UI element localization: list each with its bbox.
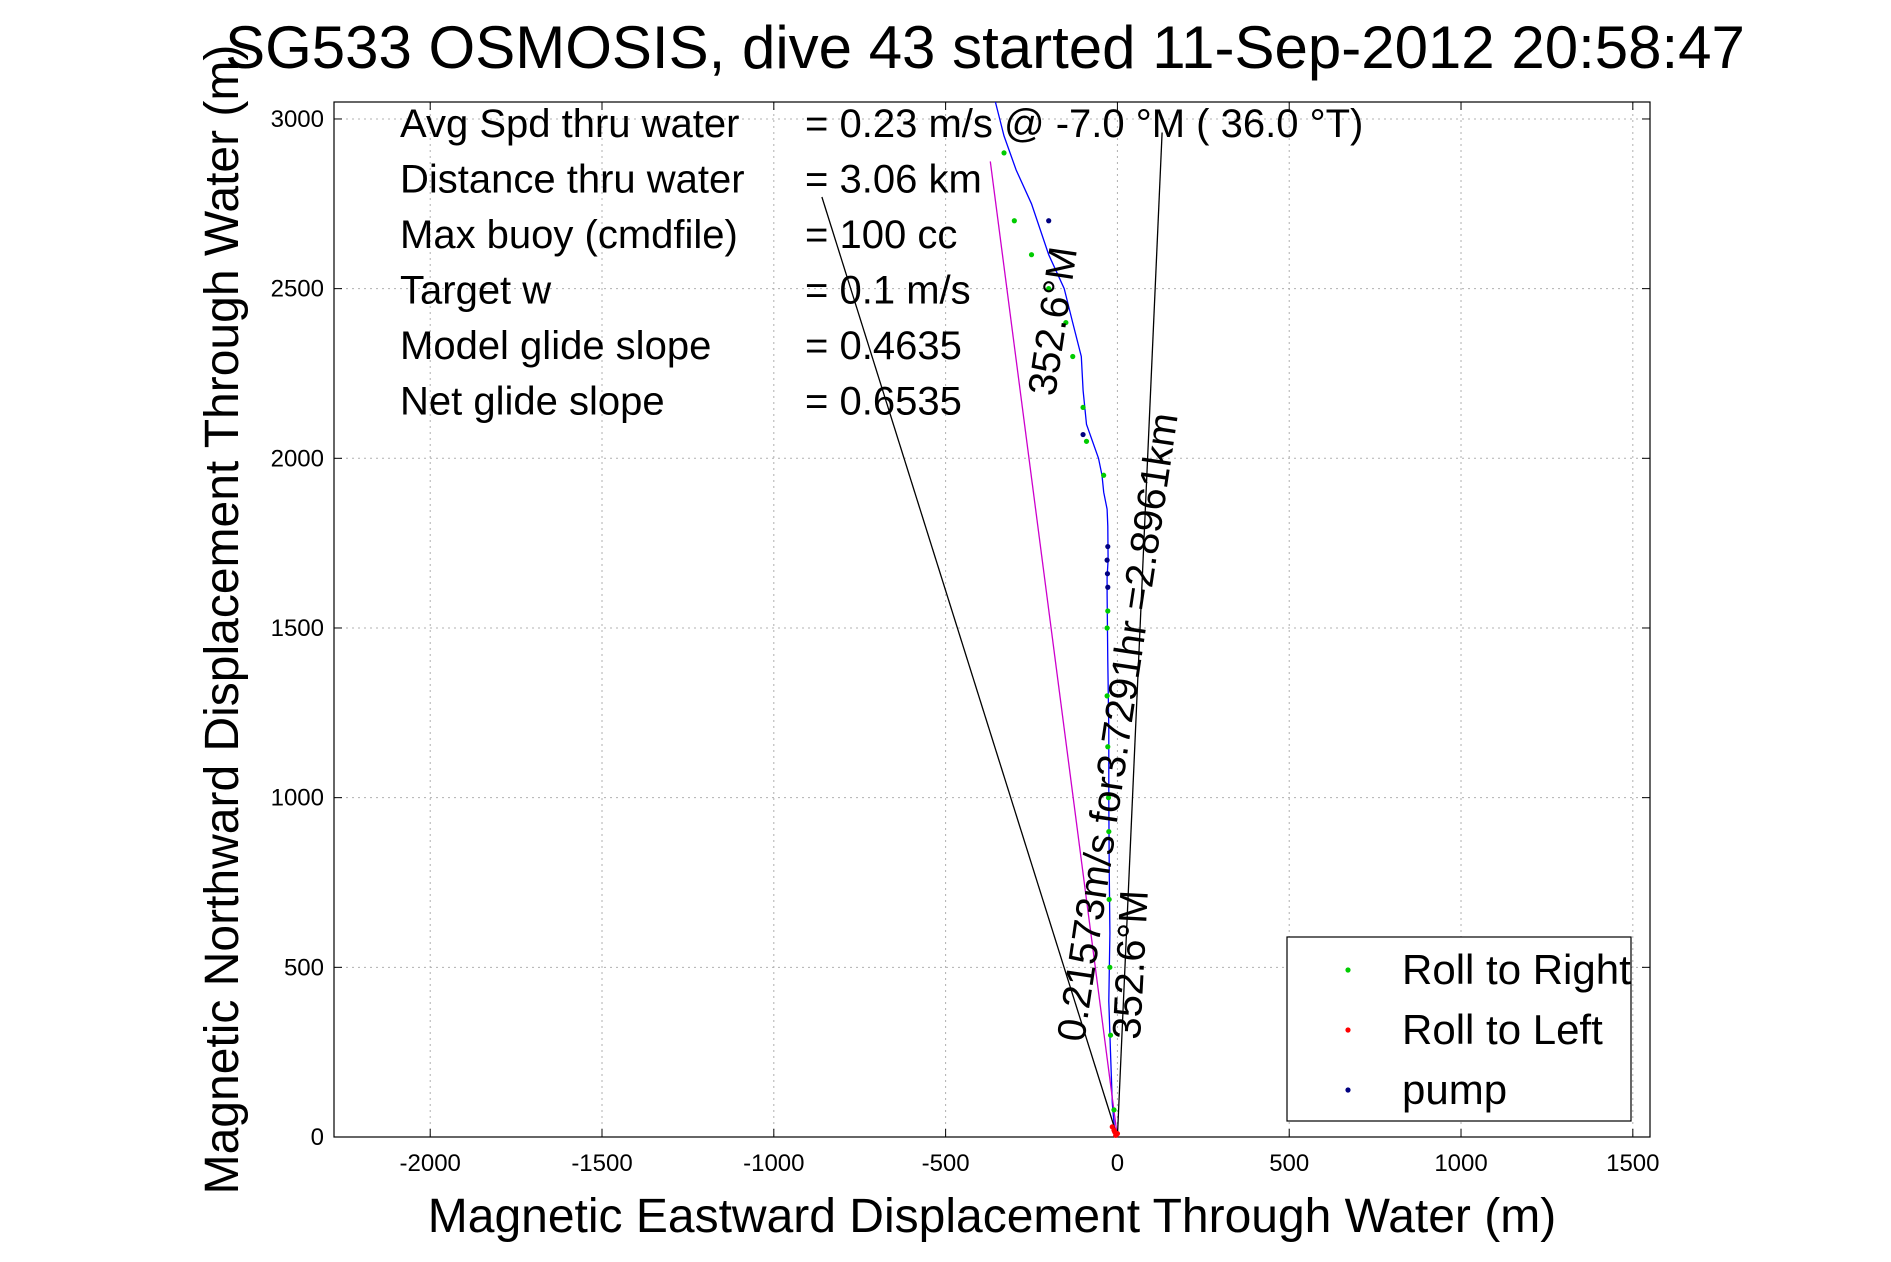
legend-entry-pump-label: pump	[1402, 1066, 1507, 1113]
x-tick-label: 500	[1269, 1150, 1309, 1177]
annotation-value: = 0.6535	[805, 380, 962, 424]
legend: Roll to Right Roll to Left pump	[1286, 936, 1632, 1122]
speed-vector-line	[989, 161, 1119, 1138]
roll-left-point	[1112, 1129, 1118, 1135]
y-tick-label: 1500	[271, 615, 324, 642]
annotation-label: Model glide slope	[400, 324, 711, 368]
chart-title: SG533 OSMOSIS, dive 43 started 11-Sep-20…	[225, 14, 1745, 81]
y-tick-label: 2500	[271, 276, 324, 303]
y-tick-label: 3000	[271, 106, 324, 133]
pump-point	[1104, 571, 1111, 577]
annotation-value: = 0.1 m/s	[805, 269, 971, 313]
x-axis-label: Magnetic Eastward Displacement Through W…	[428, 1190, 1556, 1243]
plot-area	[333, 101, 1651, 1138]
heading-wedge-left-line	[821, 196, 1119, 1138]
x-tick-label: -500	[922, 1150, 970, 1177]
annotation-label: Target w	[400, 269, 551, 313]
legend-box	[1286, 936, 1632, 1122]
y-tick-label: 500	[284, 954, 324, 981]
roll-right-point	[1070, 353, 1076, 360]
heading-wedge-right-line	[1116, 132, 1163, 1138]
roll-right-point	[1111, 1107, 1117, 1113]
heading-label-lower: 352.6°M	[1105, 889, 1157, 1041]
track-labels: 0.21573m/s for3.7291hr =2.8961km352.6°M3…	[1020, 244, 1186, 1044]
legend-entry-roll-left-label: Roll to Left	[1402, 1006, 1603, 1053]
roll-right-point	[1063, 319, 1069, 326]
pump-point	[1105, 584, 1111, 590]
legend-entry-roll-right-marker	[1345, 967, 1351, 973]
legend-entry-roll-right-label: Roll to Right	[1402, 946, 1631, 993]
pump-point	[1046, 218, 1052, 224]
legend-entry-roll-left-marker	[1345, 1027, 1351, 1033]
roll-right-point	[1107, 1032, 1114, 1038]
roll-right-point	[1104, 625, 1110, 631]
x-tick-label: -1500	[571, 1150, 632, 1177]
pump-point	[1104, 557, 1110, 563]
roll-left-point	[1109, 1124, 1115, 1130]
roll-right-point	[1101, 472, 1107, 478]
pump-point	[1105, 543, 1111, 550]
roll-right-point	[1104, 693, 1110, 699]
roll-right-point	[1046, 286, 1052, 292]
roll-right-point	[1105, 744, 1111, 750]
pump-point	[1080, 431, 1086, 438]
y-tick-label: 1000	[271, 785, 324, 812]
roll-right-point	[1105, 608, 1111, 614]
y-axis-label: Magnetic Northward Displacement Through …	[196, 45, 249, 1195]
y-tick-label: 2000	[271, 445, 324, 472]
roll-right-point	[1106, 896, 1112, 903]
x-tick-label: 0	[1111, 1150, 1124, 1177]
y-axis-ticks: 0 500 1000 1500 2000 2500 3000	[271, 106, 1650, 1151]
x-tick-label: 1500	[1606, 1150, 1659, 1177]
annotation-label: Distance thru water	[400, 158, 745, 202]
roll-right-point	[1083, 438, 1090, 444]
heading-label-upper: 352.6°M	[1020, 244, 1086, 398]
roll-right-point	[1080, 404, 1086, 411]
roll-right-point	[1105, 795, 1112, 801]
annotation-label: Net glide slope	[400, 380, 665, 424]
roll-right-point	[1107, 964, 1113, 970]
annotation-label: Max buoy (cmdfile)	[400, 213, 738, 257]
annotation-value: = 0.4635	[805, 324, 962, 368]
roll-right-point	[1011, 218, 1017, 224]
annotation-block: Avg Spd thru water = 0.23 m/s @ -7.0 °M (…	[400, 102, 1363, 424]
x-tick-label: -1000	[743, 1150, 804, 1177]
y-tick-label: 0	[311, 1124, 324, 1151]
legend-entry-pump-marker	[1345, 1087, 1351, 1093]
roll-right-point	[1028, 252, 1035, 258]
annotation-label: Avg Spd thru water	[400, 102, 739, 146]
x-tick-label: -2000	[400, 1150, 461, 1177]
x-axis-ticks: -2000 -1500 -1000 -500 0 500 1000 1500	[400, 102, 1660, 1177]
roll-right-point	[1001, 150, 1007, 156]
roll-right-point	[1106, 828, 1112, 835]
annotation-value: = 3.06 km	[805, 158, 982, 202]
annotation-value: = 100 cc	[805, 213, 957, 257]
annotation-value: = 0.23 m/s @ -7.0 °M ( 36.0 °T)	[805, 102, 1363, 146]
chart-marks	[821, 101, 1163, 1138]
grid-lines	[334, 102, 1650, 1138]
x-tick-label: 1000	[1434, 1150, 1487, 1177]
